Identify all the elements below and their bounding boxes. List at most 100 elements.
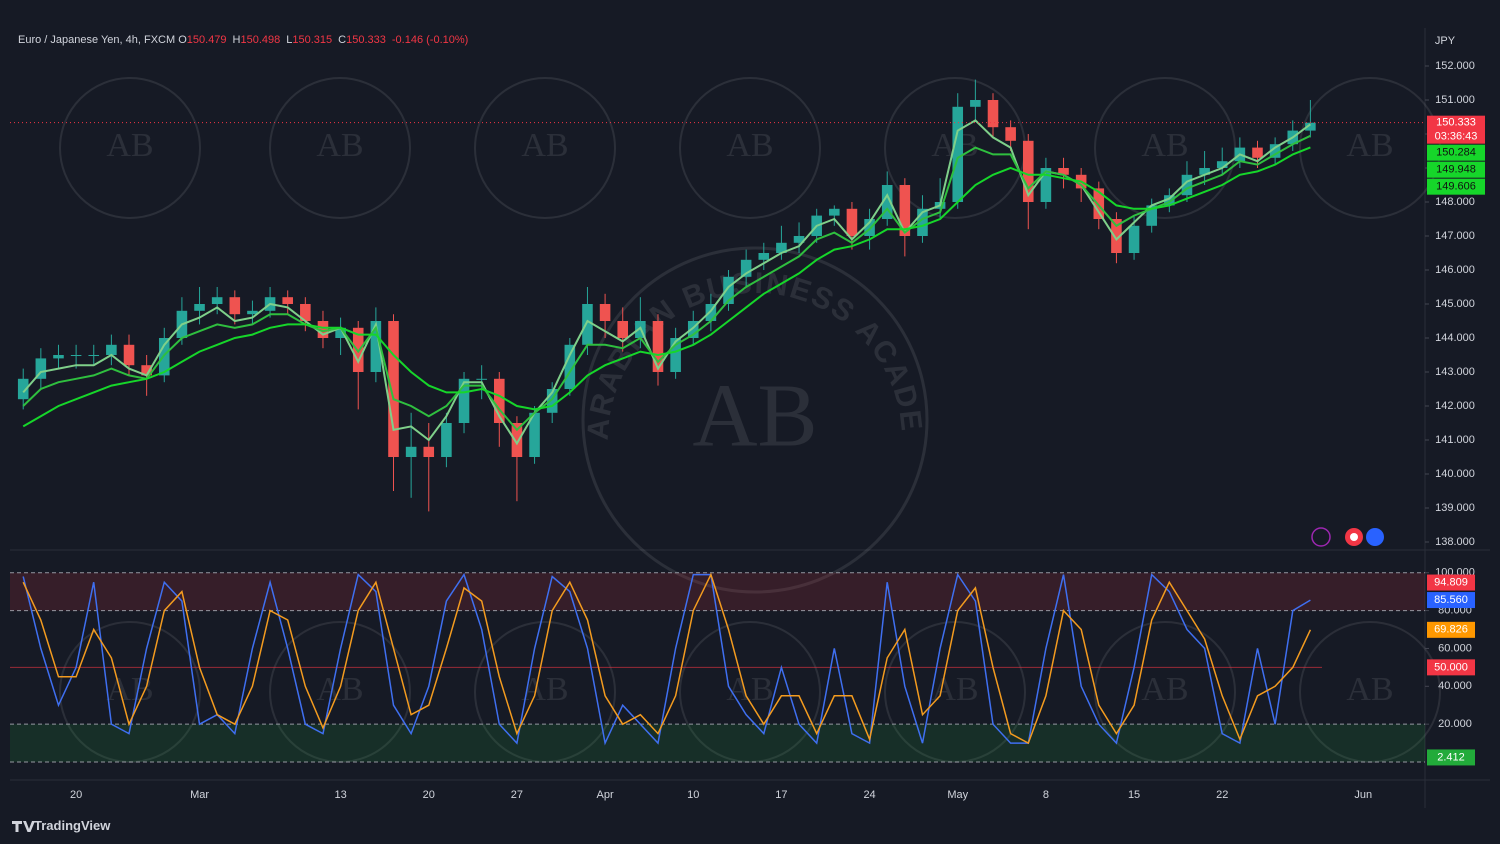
osc-tag: [1427, 749, 1475, 766]
watermark-text: AB: [521, 671, 568, 708]
y-tick-label: 151.000: [1435, 94, 1475, 106]
candle-body: [494, 378, 505, 423]
candle-body: [546, 389, 558, 413]
x-tick-label: May: [947, 789, 968, 801]
watermark-ring: [679, 621, 821, 763]
osc-tag-label: 50.000: [1434, 661, 1468, 673]
y-tick-label: 145.000: [1435, 298, 1475, 310]
osc-tag-label: 69.826: [1434, 624, 1468, 636]
candle-body: [529, 412, 540, 457]
watermark-text: AB: [726, 127, 773, 164]
y-tick-label: 141.000: [1435, 434, 1475, 446]
price-tag-label: 150.333: [1436, 117, 1476, 129]
candle-body: [846, 208, 858, 236]
watermark-text: AB: [521, 127, 568, 164]
line-series: [22, 119, 1311, 446]
osc-tag: [1427, 621, 1475, 638]
osc-tag-label: 94.809: [1434, 576, 1468, 588]
y-tick-label: 143.000: [1435, 366, 1475, 378]
x-tick-label: 27: [511, 789, 523, 801]
candle-body: [141, 365, 152, 376]
candle-body: [1128, 225, 1140, 253]
watermark-text: AB: [316, 127, 363, 164]
ohlc-value: 150.333: [346, 34, 386, 46]
candle-body: [317, 321, 329, 338]
candle-body: [194, 304, 205, 311]
candle-body: [758, 253, 770, 260]
osc-tag-label: 85.560: [1434, 594, 1468, 606]
watermark-ring: [269, 77, 411, 219]
x-tick-label: Mar: [190, 789, 209, 801]
candle-body: [247, 310, 258, 315]
candle-body: [53, 355, 64, 359]
y-tick-label: 20.000: [1438, 718, 1472, 730]
icon: [1366, 528, 1384, 546]
x-tick-label: 22: [1216, 789, 1228, 801]
candle-body: [1305, 122, 1316, 131]
candle-body: [106, 344, 117, 355]
y-tick-label: 140.000: [1435, 468, 1475, 480]
candle-body: [282, 297, 293, 304]
osc-tag: [1427, 574, 1475, 591]
watermark-text: AB: [1141, 127, 1188, 164]
ohlc-label: C: [338, 34, 347, 46]
osc-tag: [1427, 592, 1475, 609]
candle-body: [987, 100, 999, 128]
y-tick-label: 60.000: [1438, 642, 1472, 654]
x-tick-label: 17: [775, 789, 787, 801]
candle-body: [917, 208, 928, 236]
toolbar-icons: [1311, 527, 1384, 547]
x-tick-label: 15: [1128, 789, 1140, 801]
candle-body: [35, 358, 47, 379]
symbol: Euro / Japanese Yen, 4h, FXCM: [18, 34, 176, 46]
candle-body: [705, 304, 717, 321]
price-tag-label: 149.948: [1436, 164, 1476, 176]
watermark-text: AB: [931, 671, 978, 708]
watermark-ring: [474, 77, 616, 219]
currency: JPY: [1435, 35, 1456, 47]
y-tick-label: 147.000: [1435, 230, 1475, 242]
line-series: [22, 146, 1311, 428]
candle-body: [952, 106, 964, 202]
ohlc-label: H: [232, 34, 241, 46]
candle-body: [564, 344, 576, 389]
candle-body: [1005, 127, 1016, 141]
candle-body: [335, 327, 346, 338]
candle-body: [652, 321, 664, 372]
oversold-zone: [10, 724, 1425, 763]
price-tag-label: 150.284: [1436, 147, 1476, 159]
candle-body: [582, 304, 593, 345]
ohlc-value: 150.479: [186, 34, 227, 46]
candle-body: [776, 242, 787, 253]
candle-body: [599, 304, 611, 321]
brand[interactable]: TradingView: [34, 818, 111, 833]
candle-body: [229, 297, 241, 315]
watermark-text: AB: [106, 127, 153, 164]
candle-body: [829, 208, 840, 216]
x-tick-label: 10: [687, 789, 699, 801]
y-tick-label: 144.000: [1435, 332, 1475, 344]
candle-body: [670, 338, 681, 372]
candle-body: [1058, 168, 1069, 175]
price-tag: [1427, 115, 1485, 144]
ohlc-label: O: [178, 34, 187, 46]
candle-body: [1040, 168, 1052, 202]
osc-tag-label: 2.412: [1437, 751, 1465, 763]
candle-body: [476, 378, 487, 380]
candle-body: [1216, 161, 1228, 168]
x-tick-label: 20: [70, 789, 82, 801]
watermark-ring: [679, 77, 821, 219]
price-tag: [1427, 144, 1485, 161]
x-tick-label: 20: [423, 789, 435, 801]
watermark-text: AB: [106, 671, 153, 708]
osc-tag: [1427, 659, 1475, 676]
candle-body: [687, 321, 699, 338]
candle-body: [1269, 144, 1281, 158]
candle-body: [793, 236, 805, 243]
candle-body: [864, 219, 875, 236]
x-tick-label: Apr: [597, 789, 614, 801]
change: -0.146 (-0.10%): [391, 34, 469, 46]
y-tick-label: 40.000: [1438, 680, 1472, 692]
